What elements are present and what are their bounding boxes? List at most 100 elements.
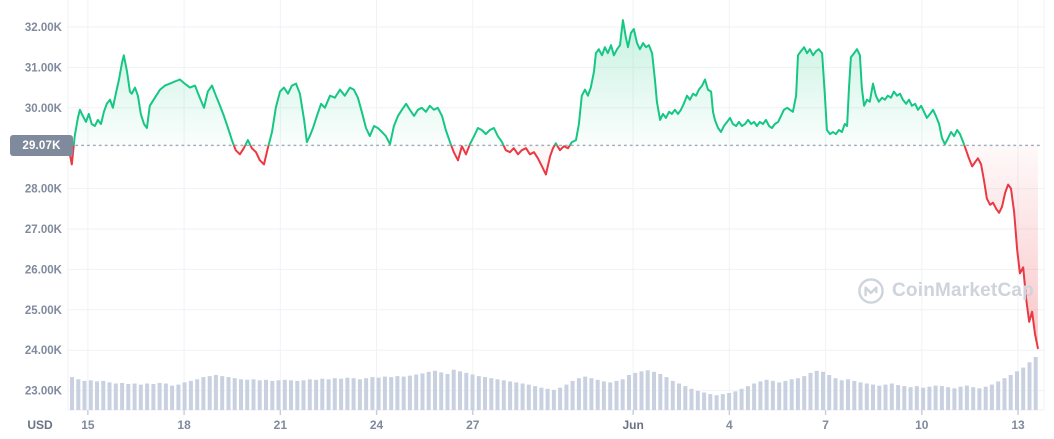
volume-bar [883,384,888,410]
volume-bar [545,388,550,410]
volume-bar [301,380,306,410]
volume-bar [1008,375,1013,410]
volume-bar [589,378,594,410]
volume-bar [833,378,838,410]
volume-bar [864,383,869,410]
volume-bar [376,377,381,410]
volume-bar [939,386,944,410]
volume-bar [983,386,988,410]
volume-bar [583,376,588,410]
volume-bar [495,379,500,410]
volume-bar [458,371,462,410]
volume-bar [871,384,875,410]
volume-bar [921,387,926,410]
y-axis-label: 25.00K [25,305,63,317]
volume-bar [339,378,344,410]
volume-bar [933,385,938,410]
volume-bar [420,373,425,410]
volume-bar [182,382,187,410]
volume-bar [345,377,350,410]
volume-bar [176,384,181,410]
x-axis-label: 27 [466,418,480,432]
y-axis-label: 31.00K [25,62,63,74]
volume-bar [689,388,694,410]
volume-bar [476,376,481,410]
volume-bar [264,379,268,410]
volume-bar [958,386,963,410]
volume-bar [295,380,300,411]
volume-bar [151,384,156,410]
volume-bar [232,378,237,410]
volume-bar [126,384,131,410]
volume-bar [783,380,788,411]
volume-bar [270,380,275,411]
volume-bar [95,381,99,410]
volume-bar [758,381,763,410]
volume-bar [276,380,281,410]
volume-bar [564,384,569,410]
y-axis-label: 32.00K [25,22,63,34]
x-axis-label: 4 [726,418,733,432]
volume-bar [451,369,456,410]
volume-bar [145,383,150,410]
volume-bar [795,378,800,410]
volume-bar [633,372,638,410]
volume-bar [745,386,750,410]
volume-bar [702,392,707,410]
volume-bar [908,387,913,410]
volume-bar [695,390,700,410]
volume-bar [977,388,982,410]
x-axis-label: 18 [177,418,191,432]
volume-bar [839,380,844,410]
volume-bar [351,378,356,410]
price-line-up [72,19,966,146]
volume-bar [846,379,850,410]
volume-bar [614,380,619,411]
volume-bar [157,383,162,410]
volume-bar [201,377,206,410]
volume-bar [533,386,538,410]
volume-bar [877,385,882,410]
volume-bar [138,384,143,410]
price-area-down [69,145,1038,349]
volume-bar [314,379,319,410]
volume-bar [414,374,419,410]
volume-bar [489,378,494,410]
volume-bar [470,374,475,410]
volume-bar [902,386,907,410]
volume-bar [664,377,669,410]
volume-bar [896,385,901,410]
volume-bar [76,379,81,410]
volume-bar [307,379,312,410]
volume-bar [245,379,250,410]
volume-bar [814,370,819,410]
volume-bar [401,376,406,410]
volume-bar [289,380,293,410]
volume-bar [113,383,118,410]
volume-bar [752,383,757,410]
volume-bar [132,383,137,410]
volume-bar [652,371,656,410]
volume-bar [195,379,200,410]
volume-bar [739,388,744,410]
volume-bar [670,380,675,411]
volume-bar [382,376,387,410]
volume-bar [996,381,1001,410]
volume-bar [889,383,894,410]
y-axis-label: 23.00K [25,386,63,398]
volume-bar [520,383,525,410]
price-area-up [73,20,965,146]
volume-bar [1033,357,1038,410]
y-axis-label: 30.00K [25,103,63,115]
volume-bar [1027,362,1032,410]
volume-bar [733,391,738,410]
volume-bar [70,377,74,410]
volume-bar [551,389,556,410]
volume-bar [220,376,225,410]
volume-bar [539,387,544,410]
volume-bar [370,377,375,410]
volume-bar [464,372,469,410]
y-axis-label: 27.00K [25,224,63,236]
price-line-down [68,145,1039,350]
